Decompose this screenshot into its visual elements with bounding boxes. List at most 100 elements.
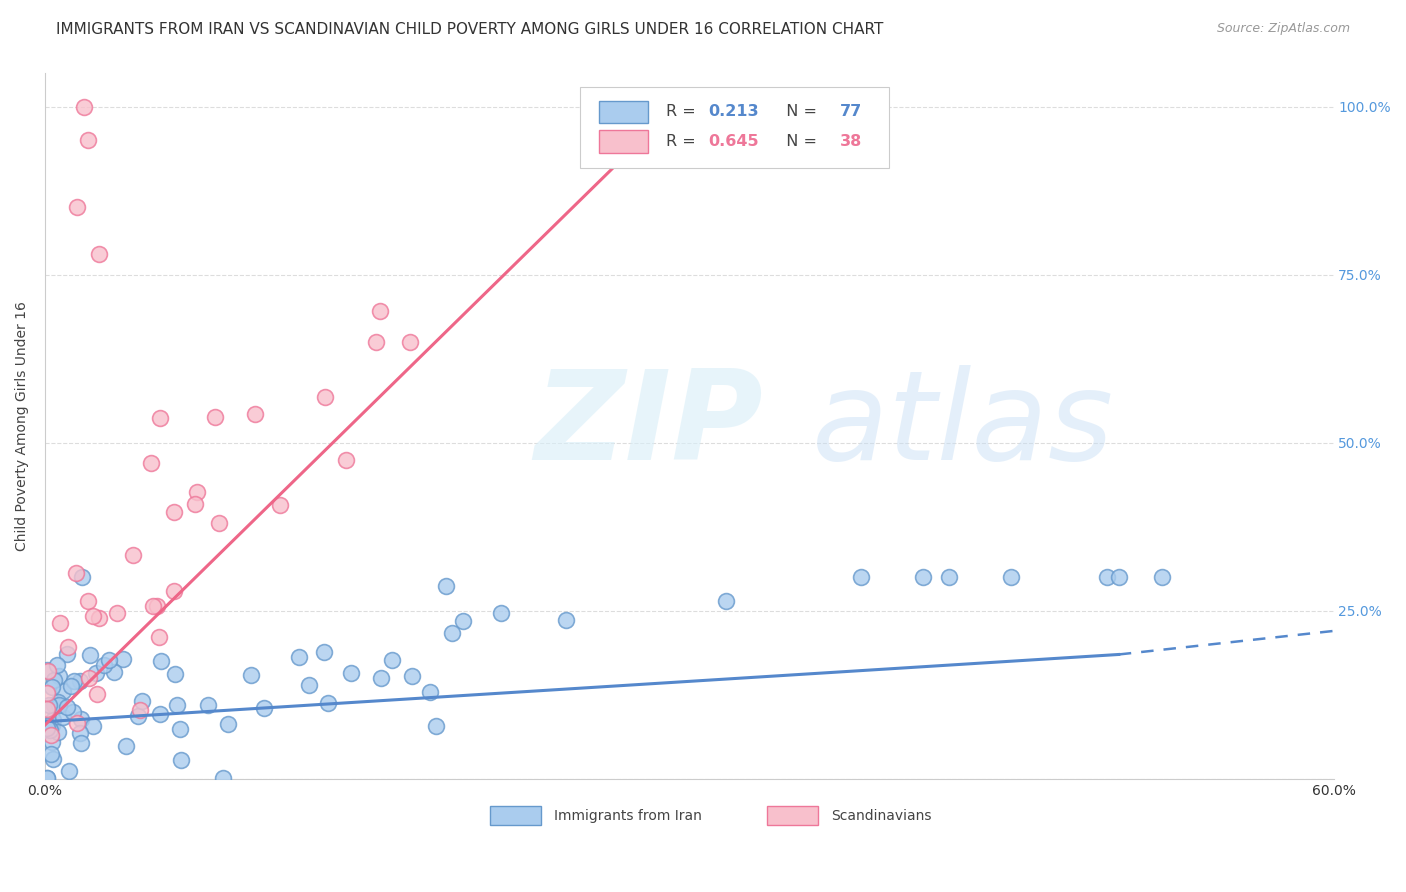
Point — [62, 673, 84, 688]
Point — [62, 706, 84, 720]
FancyBboxPatch shape — [766, 806, 818, 825]
Point — [1000, 570, 1022, 584]
Point — [381, 653, 404, 667]
Point — [60, 679, 83, 693]
Point — [66, 201, 89, 215]
Point — [49, 615, 72, 630]
Point — [366, 334, 388, 349]
Point — [77, 672, 100, 686]
Point — [340, 665, 363, 680]
Point — [122, 548, 145, 562]
Point — [555, 613, 578, 627]
Point — [489, 607, 512, 621]
Point — [204, 409, 226, 424]
Point — [115, 739, 138, 754]
Point — [197, 698, 219, 712]
FancyBboxPatch shape — [579, 87, 889, 169]
Point — [1108, 570, 1130, 584]
FancyBboxPatch shape — [599, 101, 648, 123]
Point — [163, 583, 186, 598]
Text: N =: N = — [776, 104, 821, 120]
Text: atlas: atlas — [811, 366, 1114, 486]
Point — [42, 713, 65, 727]
Point — [312, 645, 335, 659]
Point — [38, 698, 60, 712]
Text: N =: N = — [776, 134, 821, 149]
Point — [84, 665, 107, 680]
Point — [87, 611, 110, 625]
Point — [401, 669, 423, 683]
Point — [1150, 570, 1173, 584]
Text: 38: 38 — [839, 134, 862, 149]
Point — [65, 566, 87, 581]
Text: R =: R = — [666, 104, 702, 120]
Point — [82, 609, 104, 624]
Point — [66, 715, 89, 730]
Y-axis label: Child Poverty Among Girls Under 16: Child Poverty Among Girls Under 16 — [15, 301, 30, 551]
Point — [169, 722, 191, 736]
Point — [46, 725, 69, 739]
Text: IMMIGRANTS FROM IRAN VS SCANDINAVIAN CHILD POVERTY AMONG GIRLS UNDER 16 CORRELAT: IMMIGRANTS FROM IRAN VS SCANDINAVIAN CHI… — [56, 22, 883, 37]
Point — [208, 516, 231, 530]
Point — [434, 579, 457, 593]
Point — [141, 456, 163, 470]
Point — [42, 673, 65, 688]
Point — [243, 407, 266, 421]
Point — [149, 410, 172, 425]
Point — [77, 594, 100, 608]
Point — [41, 718, 63, 732]
Point — [72, 99, 94, 113]
Point — [368, 304, 391, 318]
Point — [58, 764, 80, 779]
Point — [849, 570, 872, 584]
Point — [44, 698, 66, 712]
Point — [37, 702, 59, 716]
Point — [82, 719, 104, 733]
Point — [69, 674, 91, 689]
Point — [186, 484, 208, 499]
Point — [69, 726, 91, 740]
Point — [41, 680, 63, 694]
Point — [105, 606, 128, 620]
Point — [298, 678, 321, 692]
Point — [1097, 570, 1119, 584]
Point — [146, 599, 169, 613]
Point — [56, 640, 79, 655]
Point — [79, 648, 101, 662]
Point — [149, 706, 172, 721]
Point — [131, 694, 153, 708]
Point — [441, 626, 464, 640]
Point — [45, 657, 67, 672]
Text: Scandinavians: Scandinavians — [831, 808, 932, 822]
Point — [370, 672, 392, 686]
Point — [165, 666, 187, 681]
Point — [912, 570, 935, 584]
Text: 77: 77 — [839, 104, 862, 120]
Text: 0.213: 0.213 — [709, 104, 759, 120]
Point — [93, 658, 115, 673]
Point — [240, 668, 263, 682]
Point — [166, 698, 188, 713]
Point — [70, 570, 93, 584]
Point — [163, 506, 186, 520]
Point — [212, 771, 235, 785]
Point — [37, 665, 59, 679]
Point — [148, 630, 170, 644]
Point — [52, 684, 75, 698]
Point — [37, 771, 59, 785]
Point — [46, 695, 69, 709]
Point — [37, 721, 59, 735]
Point — [150, 654, 173, 668]
Text: ZIP: ZIP — [534, 366, 763, 486]
Point — [41, 735, 63, 749]
Point — [714, 594, 737, 608]
Point — [183, 497, 205, 511]
Point — [127, 708, 149, 723]
Point — [69, 712, 91, 726]
Point — [48, 698, 70, 713]
Point — [70, 736, 93, 750]
Point — [217, 717, 239, 731]
Point — [52, 710, 75, 724]
Point — [77, 133, 100, 147]
Text: R =: R = — [666, 134, 702, 149]
